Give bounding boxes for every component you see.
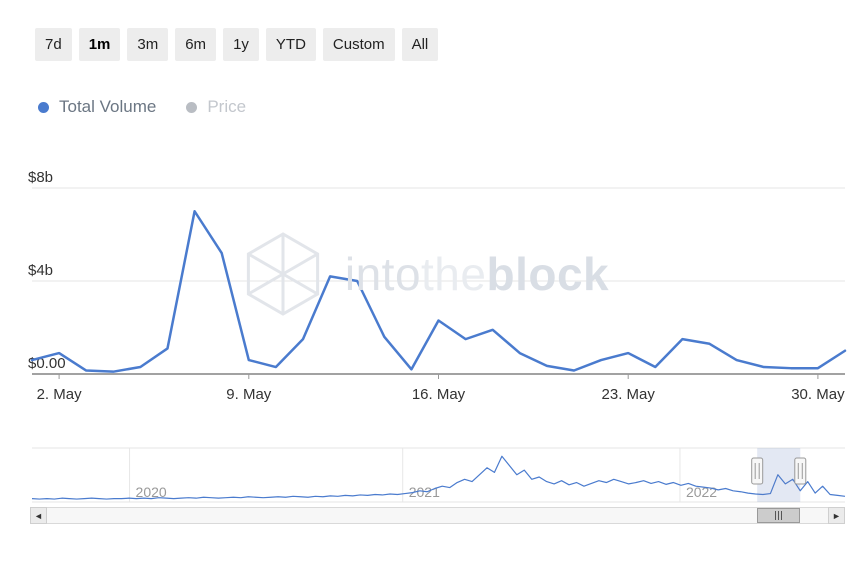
navigator-year-label: 2021 xyxy=(409,484,440,500)
legend-label-price: Price xyxy=(207,97,247,116)
right-arrow-icon: ► xyxy=(832,510,841,521)
main-chart[interactable]: $8b $4b $0.00 2. May 9. May 16. May 23. May 30.… xyxy=(0,158,850,413)
legend: Total Volume Price xyxy=(38,97,246,117)
x-axis-label: 16. May xyxy=(412,386,466,403)
navigator-selection[interactable] xyxy=(757,448,801,502)
range-button-3m[interactable]: 3m xyxy=(127,28,169,61)
time-range-selector: 7d 1m 3m 6m 1y YTD Custom All xyxy=(35,28,439,61)
x-axis-label: 23. May xyxy=(602,386,656,403)
total-volume-marker-icon xyxy=(38,101,49,113)
y-axis-label: $0.00 xyxy=(28,355,66,372)
total-volume-line[interactable] xyxy=(30,210,847,373)
range-button-all[interactable]: All xyxy=(401,28,439,61)
x-axis-label: 30. May xyxy=(791,386,845,403)
y-axis-label: $8b xyxy=(28,169,53,186)
range-button-1m[interactable]: 1m xyxy=(78,28,121,61)
legend-item-price[interactable]: Price xyxy=(186,97,246,117)
scrollbar-right-arrow[interactable]: ► xyxy=(828,507,845,524)
scrollbar: ◄ ► xyxy=(30,507,845,524)
legend-item-total-volume[interactable]: Total Volume xyxy=(38,97,156,117)
legend-label-total-volume: Total Volume xyxy=(59,97,157,116)
x-axis-label: 2. May xyxy=(37,386,83,403)
range-button-6m[interactable]: 6m xyxy=(175,28,217,61)
navigator-series-line xyxy=(31,455,846,500)
range-button-custom[interactable]: Custom xyxy=(322,28,395,61)
x-axis-label: 9. May xyxy=(226,386,272,403)
scrollbar-thumb[interactable] xyxy=(757,508,801,523)
navigator-handle-left-icon[interactable] xyxy=(751,457,764,485)
range-button-1y[interactable]: 1y xyxy=(223,28,259,61)
scrollbar-track[interactable] xyxy=(47,507,828,524)
scrollbar-grip-icon xyxy=(775,511,783,520)
navigator-chart[interactable]: 2020 2021 2022 xyxy=(0,446,850,506)
range-button-7d[interactable]: 7d xyxy=(35,28,72,61)
scrollbar-left-arrow[interactable]: ◄ xyxy=(30,507,47,524)
y-axis-label: $4b xyxy=(28,262,53,279)
range-button-ytd[interactable]: YTD xyxy=(265,28,316,61)
price-marker-icon xyxy=(186,101,198,113)
navigator-year-label: 2020 xyxy=(136,484,167,500)
navigator-handle-right-icon[interactable] xyxy=(794,457,807,485)
left-arrow-icon: ◄ xyxy=(34,510,43,521)
